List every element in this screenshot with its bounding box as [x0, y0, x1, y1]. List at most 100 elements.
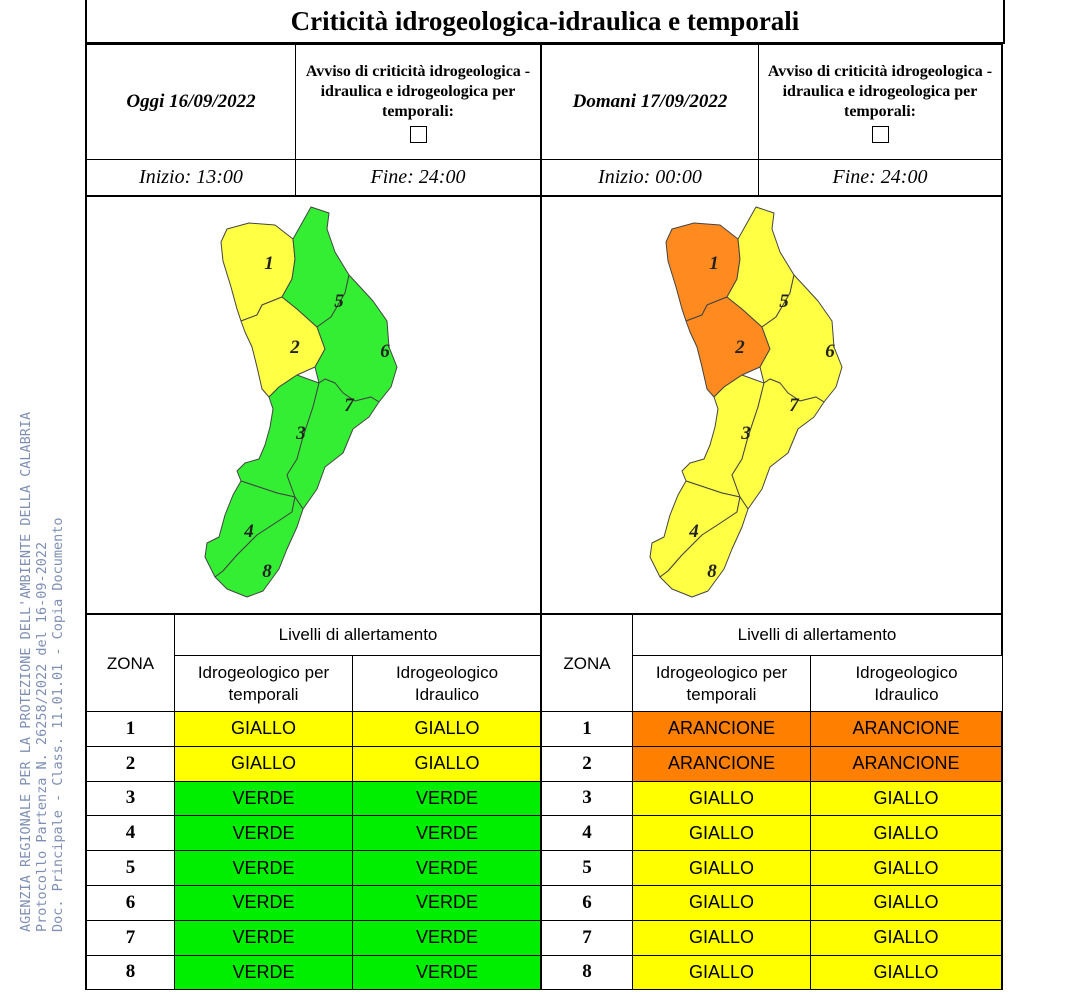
tomorrow-row-8-temporali: GIALLO: [632, 954, 811, 991]
tomorrow-row-6-idraulico: GIALLO: [810, 885, 1003, 921]
tomorrow-row-4-zona: 4: [540, 815, 633, 852]
today-row-6-temporali: VERDE: [174, 885, 353, 921]
tomorrow-row-4-temporali: GIALLO: [632, 815, 811, 852]
today-row-7-idraulico: VERDE: [352, 919, 542, 956]
today-row-1-zona: 1: [85, 711, 175, 747]
tomorrow-row-1-zona: 1: [540, 711, 633, 747]
tomorrow-col-temporali-header: Idrogeologico per temporali: [632, 655, 811, 712]
today-row-1-idraulico: GIALLO: [352, 711, 542, 747]
map-zone-label-5: 5: [334, 291, 344, 312]
tomorrow-row-6-zona: 6: [540, 885, 633, 921]
protocol-watermark: AGENZIA REGIONALE PER LA PROTEZIONE DELL…: [8, 300, 78, 940]
tomorrow-avviso-label: Avviso di criticità idrogeologica - idra…: [767, 62, 993, 120]
tomorrow-row-3-temporali: GIALLO: [632, 780, 811, 817]
map-zone-label-8: 8: [707, 561, 717, 582]
tomorrow-row-1-idraulico: ARANCIONE: [810, 711, 1003, 747]
map-zone-7: [286, 378, 380, 510]
map-zone-label-7: 7: [344, 395, 355, 416]
today-row-4-temporali: VERDE: [174, 815, 353, 852]
tomorrow-col-idraulico-header: Idrogeologico Idraulico: [810, 655, 1003, 712]
map-zone-8: [214, 496, 304, 598]
tomorrow-col-idraulico-header-line-2: Idraulico: [874, 684, 939, 704]
map-zone-label-1: 1: [709, 253, 719, 274]
tomorrow-row-6-temporali: GIALLO: [632, 885, 811, 921]
watermark-line-1: AGENZIA REGIONALE PER LA PROTEZIONE DELL…: [18, 412, 34, 932]
today-col-temporali-header-line-2: temporali: [228, 684, 299, 704]
tomorrow-row-5-idraulico: GIALLO: [810, 850, 1003, 886]
map-zone-label-6: 6: [825, 341, 835, 362]
tomorrow-zona-header: ZONA: [540, 614, 633, 712]
tomorrow-avviso: Avviso di criticità idrogeologica - idra…: [758, 44, 1003, 160]
tomorrow-row-5-zona: 5: [540, 850, 633, 886]
today-row-8-temporali: VERDE: [174, 954, 353, 991]
tomorrow-row-5-temporali: GIALLO: [632, 850, 811, 886]
today-col-idraulico-header-line-2: Idraulico: [414, 684, 480, 704]
map-zone-label-6: 6: [380, 341, 390, 362]
tomorrow-row-2-zona: 2: [540, 745, 633, 782]
today-end-time: Fine: 24:00: [295, 159, 541, 196]
tomorrow-row-3-zona: 3: [540, 780, 633, 817]
map-zone-label-8: 8: [262, 561, 272, 582]
page-title: Criticità idrogeologica-idraulica e temp…: [85, 0, 1005, 44]
tomorrow-row-7-zona: 7: [540, 919, 633, 956]
today-row-2-idraulico: GIALLO: [352, 745, 542, 782]
today-row-3-temporali: VERDE: [174, 780, 353, 817]
today-row-3-idraulico: VERDE: [352, 780, 542, 817]
today-row-3-zona: 3: [85, 780, 175, 817]
tomorrow-row-2-temporali: ARANCIONE: [632, 745, 811, 782]
map-zone-label-4: 4: [688, 521, 699, 542]
map-zone-label-1: 1: [264, 253, 274, 274]
tomorrow-livelli-header: Livelli di allertamento: [632, 614, 1003, 656]
tomorrow-col-idraulico-header-line-1: Idrogeologico: [855, 662, 958, 682]
today-row-6-idraulico: VERDE: [352, 885, 542, 921]
today-row-8-zona: 8: [85, 954, 175, 991]
tomorrow-calabria-map: 1 2 3 4 5 6 7 8: [649, 206, 843, 598]
tomorrow-avviso-checkbox[interactable]: [871, 125, 889, 143]
tomorrow-col-temporali-header-line-2: temporali: [686, 684, 757, 704]
today-row-5-idraulico: VERDE: [352, 850, 542, 886]
tomorrow-date-label: Domani 17/09/2022: [540, 44, 759, 160]
tomorrow-col-temporali-header-line-1: Idrogeologico per: [655, 662, 788, 682]
today-avviso-label: Avviso di criticità idrogeologica - idra…: [305, 62, 531, 120]
today-row-6-zona: 6: [85, 885, 175, 921]
today-row-7-zona: 7: [85, 919, 175, 956]
today-col-idraulico-header: Idrogeologico Idraulico: [352, 655, 542, 712]
tomorrow-row-1-temporali: ARANCIONE: [632, 711, 811, 747]
today-zona-header: ZONA: [85, 614, 175, 712]
map-zone-label-2: 2: [734, 337, 745, 358]
map-zone-label-7: 7: [789, 395, 800, 416]
today-row-8-idraulico: VERDE: [352, 954, 542, 991]
bulletin-frame: Criticità idrogeologica-idraulica e temp…: [85, 0, 1005, 996]
map-zone-label-2: 2: [289, 337, 300, 358]
map-zone-8: [659, 496, 749, 598]
today-col-temporali-header-line-1: Idrogeologico per: [197, 662, 330, 682]
today-map-panel: 1 2 3 4 5 6 7 8: [85, 195, 542, 615]
today-livelli-header: Livelli di allertamento: [174, 614, 542, 656]
tomorrow-row-2-idraulico: ARANCIONE: [810, 745, 1003, 782]
tomorrow-row-3-idraulico: GIALLO: [810, 780, 1003, 817]
map-zone-label-4: 4: [243, 521, 254, 542]
today-row-2-zona: 2: [85, 745, 175, 782]
tomorrow-row-8-idraulico: GIALLO: [810, 954, 1003, 991]
today-start-time: Inizio: 13:00: [85, 159, 296, 196]
today-col-idraulico-header-line-1: Idrogeologico: [395, 662, 499, 682]
today-row-5-temporali: VERDE: [174, 850, 353, 886]
tomorrow-row-4-idraulico: GIALLO: [810, 815, 1003, 852]
tomorrow-map-panel: 1 2 3 4 5 6 7 8: [540, 195, 1003, 615]
map-zone-2: [685, 296, 771, 398]
today-row-2-temporali: GIALLO: [174, 745, 353, 782]
today-row-5-zona: 5: [85, 850, 175, 886]
tomorrow-row-8-zona: 8: [540, 954, 633, 991]
watermark-line-3: Doc. Principale - Class. 11.01.01 - Copi…: [50, 517, 66, 932]
today-avviso: Avviso di criticità idrogeologica - idra…: [295, 44, 541, 160]
today-date-label: Oggi 16/09/2022: [85, 44, 296, 160]
map-zone-7: [731, 378, 825, 510]
today-row-7-temporali: VERDE: [174, 919, 353, 956]
map-zone-label-5: 5: [779, 291, 789, 312]
tomorrow-end-time: Fine: 24:00: [758, 159, 1003, 196]
map-zone-label-3: 3: [295, 423, 306, 444]
today-calabria-map: 1 2 3 4 5 6 7 8: [204, 206, 398, 598]
today-avviso-checkbox[interactable]: [409, 125, 427, 143]
map-zone-2: [240, 296, 326, 398]
today-row-4-zona: 4: [85, 815, 175, 852]
